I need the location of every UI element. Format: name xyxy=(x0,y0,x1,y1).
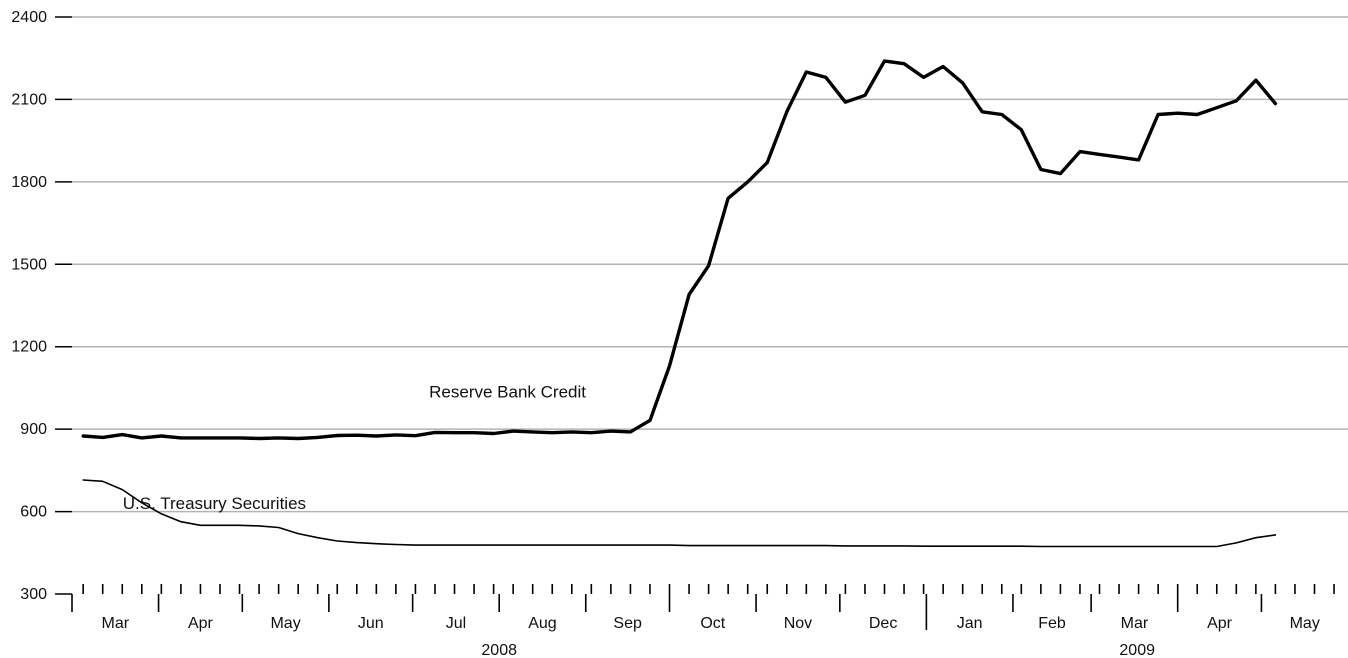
x-month-label: Dec xyxy=(869,615,897,632)
x-month-label: Nov xyxy=(784,615,812,632)
x-month-label: Jan xyxy=(957,615,983,632)
y-tick-label-600: 600 xyxy=(20,504,47,521)
series-line-us-treasury-securities xyxy=(82,479,1277,548)
series-label-reserve-bank-credit: Reserve Bank Credit xyxy=(429,383,586,402)
y-tick-label-1500: 1500 xyxy=(11,256,47,273)
x-month-label: May xyxy=(270,615,300,632)
x-month-label: Sep xyxy=(613,615,642,632)
x-month-label: Mar xyxy=(1121,615,1149,632)
x-year-label: 2008 xyxy=(481,642,517,658)
y-tick-label-2100: 2100 xyxy=(11,91,47,108)
series-lines xyxy=(81,59,1278,548)
gridlines xyxy=(72,16,1348,513)
series-line-reserve-bank-credit xyxy=(81,59,1278,441)
x-axis: Mar Apr May Jun Jul Aug Sep Oct Nov Dec Jan Feb Mar A… xyxy=(71,584,1335,658)
x-month-label: Feb xyxy=(1038,615,1066,632)
y-tick-label-2400: 2400 xyxy=(11,9,47,26)
x-month-label: Apr xyxy=(188,615,214,632)
x-month-label: Oct xyxy=(700,615,725,632)
y-tick-label-1200: 1200 xyxy=(11,339,47,356)
series-label-us-treasury-securities: U.S. Treasury Securities xyxy=(123,494,306,513)
x-month-label: Aug xyxy=(528,615,556,632)
x-month-label: Jul xyxy=(446,615,466,632)
y-tick-label-900: 900 xyxy=(20,421,47,438)
series-labels: Reserve Bank Credit U.S. Treasury Securit… xyxy=(123,383,587,513)
x-month-label: Apr xyxy=(1207,615,1233,632)
x-month-label: Jun xyxy=(358,615,384,632)
y-tick-label-300: 300 xyxy=(20,586,47,603)
x-year-label: 2009 xyxy=(1119,642,1155,658)
x-month-label: May xyxy=(1290,615,1320,632)
x-month-label: Mar xyxy=(101,615,129,632)
y-tick-label-1800: 1800 xyxy=(11,174,47,191)
y-axis: 300 600 900 1200 1500 1800 2100 2400 xyxy=(11,9,72,603)
